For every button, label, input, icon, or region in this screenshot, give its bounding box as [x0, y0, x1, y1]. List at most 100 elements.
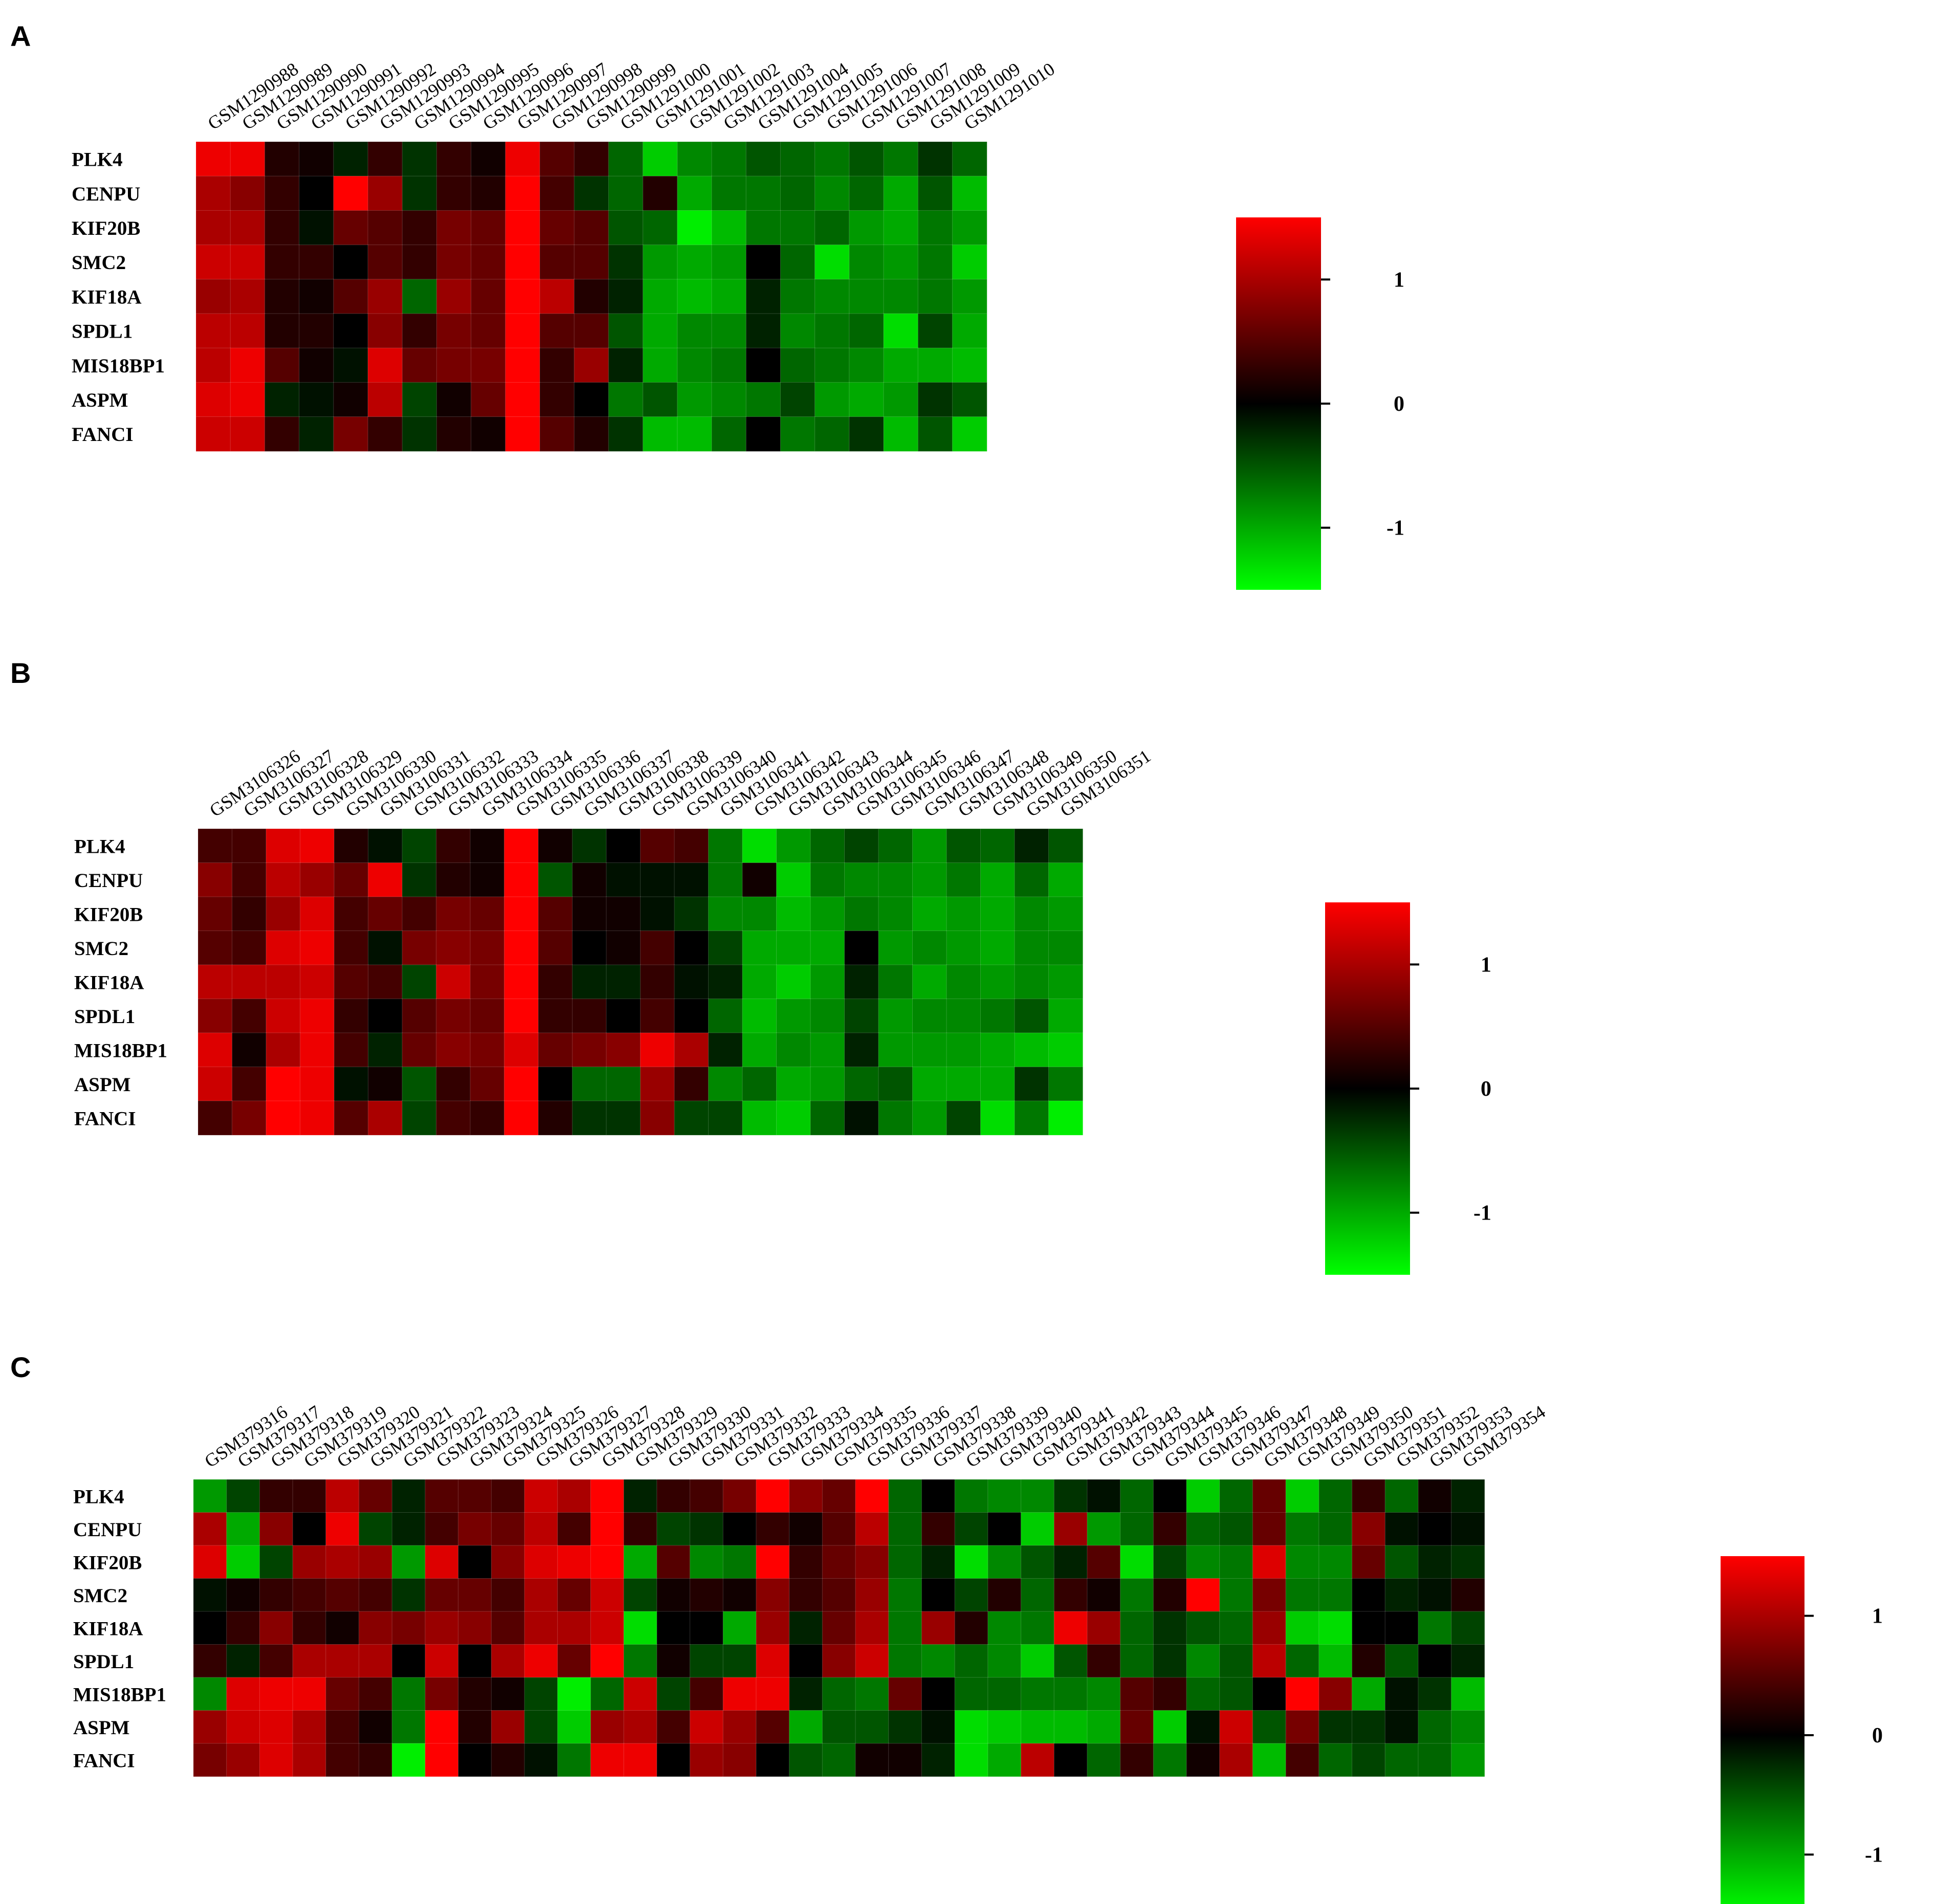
heatmap-cell [677, 175, 713, 211]
heatmap-cell [1153, 1677, 1187, 1711]
heatmap-cell [921, 1479, 956, 1513]
heatmap-cell [193, 1545, 227, 1579]
heatmap-cell [367, 141, 403, 177]
heatmap-cell [539, 279, 575, 315]
heatmap-cell [538, 1100, 573, 1136]
heatmap-cell [572, 931, 607, 966]
heatmap-cell [711, 347, 747, 383]
heatmap-cell [505, 382, 541, 417]
heatmap-cell [1120, 1578, 1154, 1612]
heatmap-cell [780, 175, 816, 211]
heatmap-cell [742, 1100, 777, 1136]
heatmap-cell [722, 1710, 757, 1744]
heatmap-cell [756, 1479, 790, 1513]
heatmap-cell [1384, 1710, 1419, 1744]
heatmap-cell [677, 245, 713, 280]
heatmap-cell [921, 1578, 956, 1612]
heatmap-cell [1318, 1578, 1353, 1612]
heatmap-cell [1153, 1710, 1187, 1744]
heatmap-cell [711, 313, 747, 349]
heatmap-cell [1285, 1545, 1319, 1579]
heatmap-cell [643, 141, 678, 177]
heatmap-cell [425, 1479, 459, 1513]
heatmap-cell [987, 1644, 1022, 1678]
heatmap-cell [606, 1067, 641, 1102]
heatmap-cell [888, 1578, 922, 1612]
heatmap-cell [292, 1743, 326, 1777]
heatmap-cell [574, 175, 609, 211]
heatmap-cell [264, 210, 300, 246]
heatmap-cell [1318, 1512, 1353, 1546]
legend-tick-label: 1 [1481, 953, 1491, 977]
heatmap-cell [1053, 1644, 1088, 1678]
heatmap-cell [264, 279, 300, 315]
heatmap-cell [756, 1545, 790, 1579]
heatmap-cell [230, 175, 266, 211]
heatmap-cell [987, 1611, 1022, 1645]
heatmap-cell [952, 141, 987, 177]
row-label: KIF18A [73, 1618, 143, 1640]
heatmap-cell [1252, 1710, 1287, 1744]
heatmap-cell [780, 141, 816, 177]
heatmap-cell [789, 1611, 823, 1645]
heatmap-cell [292, 1644, 326, 1678]
heatmap-cell [878, 1032, 913, 1068]
heatmap-cell [292, 1578, 326, 1612]
heatmap-cell [266, 862, 301, 898]
heatmap-cell [491, 1545, 525, 1579]
heatmap-cell [1384, 1644, 1419, 1678]
heatmap-cell [1219, 1512, 1253, 1546]
heatmap-cell [524, 1611, 558, 1645]
heatmap-cell [722, 1512, 757, 1546]
heatmap-cell [883, 382, 919, 417]
row-label: KIF20B [74, 903, 143, 925]
row-label: SMC2 [73, 1585, 127, 1607]
heatmap-cell [1087, 1743, 1121, 1777]
heatmap-cell [883, 210, 919, 246]
heatmap-cell [264, 141, 300, 177]
heatmap-cell [623, 1677, 657, 1711]
heatmap-cell [230, 141, 266, 177]
heatmap-cell [368, 931, 403, 966]
heatmap-cell [1153, 1479, 1187, 1513]
heatmap-cell [572, 999, 607, 1034]
heatmap-cell [1021, 1512, 1055, 1546]
heatmap-cell [623, 1743, 657, 1777]
heatmap-cell [458, 1545, 492, 1579]
heatmap-cell [608, 347, 644, 383]
heatmap-cell [333, 382, 369, 417]
heatmap-cell [677, 382, 713, 417]
heatmap-cell [883, 141, 919, 177]
heatmap-cell [756, 1611, 790, 1645]
legend-tick-label: 0 [1872, 1724, 1883, 1747]
heatmap-cell [402, 245, 437, 280]
heatmap-cell [1087, 1545, 1121, 1579]
heatmap-cell [505, 141, 541, 177]
heatmap-cell [946, 1032, 981, 1068]
heatmap-cell [259, 1578, 294, 1612]
row-label: SPDL1 [72, 321, 133, 343]
heatmap-cell [504, 896, 539, 932]
heatmap-cell [690, 1644, 724, 1678]
heatmap-cell [742, 862, 777, 898]
heatmap-cell [1014, 931, 1049, 966]
heatmap-cell [1048, 1032, 1084, 1068]
heatmap-cell [1021, 1710, 1055, 1744]
heatmap-cell [299, 279, 334, 315]
heatmap-cell [524, 1512, 558, 1546]
heatmap-cell [425, 1512, 459, 1546]
heatmap-cell [402, 141, 437, 177]
heatmap-cell [1021, 1578, 1055, 1612]
heatmap-cell [1352, 1479, 1386, 1513]
heatmap-cell [1384, 1479, 1419, 1513]
heatmap-cell [1014, 1100, 1049, 1136]
heatmap-cell [1087, 1512, 1121, 1546]
row-label: MIS18BP1 [72, 355, 165, 377]
heatmap-cell [954, 1479, 988, 1513]
heatmap-cell [524, 1743, 558, 1777]
heatmap-cell [810, 1100, 845, 1136]
heatmap-cell [264, 382, 300, 417]
heatmap-cell [921, 1710, 956, 1744]
heatmap-cell [1384, 1578, 1419, 1612]
heatmap-cell [917, 382, 953, 417]
